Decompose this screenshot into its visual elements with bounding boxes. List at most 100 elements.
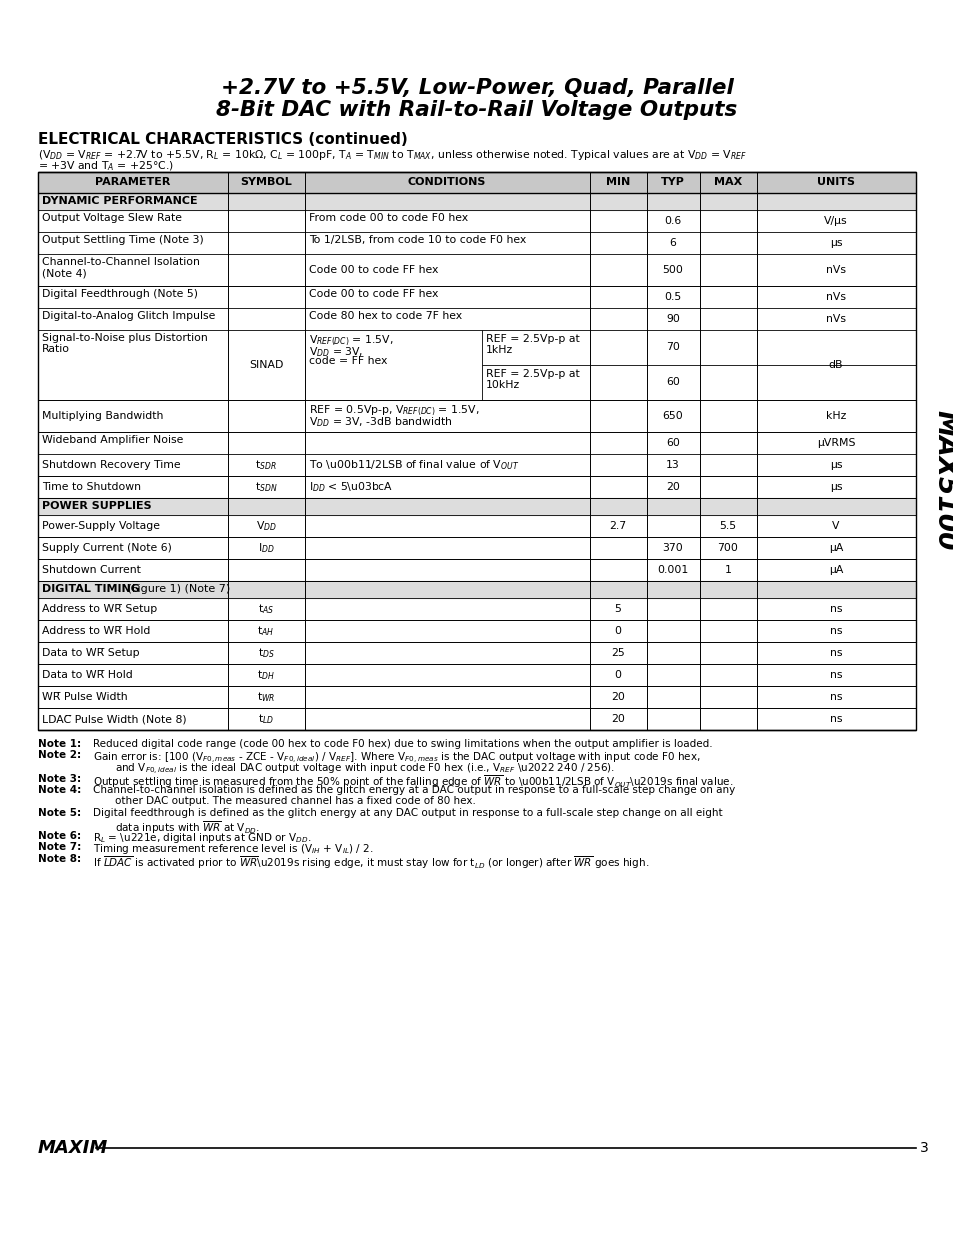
Text: t$_{WR}$: t$_{WR}$ — [256, 690, 275, 704]
Text: MAXIM: MAXIM — [38, 1139, 108, 1157]
Bar — [38, 498, 915, 515]
Text: Code 00 to code FF hex: Code 00 to code FF hex — [309, 289, 438, 299]
Text: nVs: nVs — [825, 291, 845, 303]
Text: ns: ns — [829, 692, 841, 701]
Text: Output Settling Time (Note 3): Output Settling Time (Note 3) — [42, 235, 204, 245]
Text: μA: μA — [828, 543, 842, 553]
Text: Wideband Amplifier Noise: Wideband Amplifier Noise — [42, 435, 183, 445]
Bar — [38, 172, 915, 193]
Text: DYNAMIC PERFORMANCE: DYNAMIC PERFORMANCE — [42, 196, 197, 206]
Text: 0.6: 0.6 — [663, 216, 680, 226]
Text: 370: 370 — [662, 543, 682, 553]
Text: Address to WR̅ Hold: Address to WR̅ Hold — [42, 626, 151, 636]
Text: nVs: nVs — [825, 314, 845, 324]
Text: Gain error is: [100 (V$_{F0,meas}$ - ZCE - V$_{F0,ideal}$) / V$_{REF}$]. Where V: Gain error is: [100 (V$_{F0,meas}$ - ZCE… — [92, 751, 700, 766]
Text: REF = 2.5Vp-p at: REF = 2.5Vp-p at — [485, 369, 579, 379]
Text: MAX5100: MAX5100 — [930, 410, 953, 551]
Text: If $\overline{LDAC}$ is activated prior to $\overline{WR}$\u2019s rising edge, i: If $\overline{LDAC}$ is activated prior … — [92, 853, 649, 871]
Text: Shutdown Current: Shutdown Current — [42, 564, 141, 576]
Text: 20: 20 — [611, 714, 624, 724]
Text: V/μs: V/μs — [823, 216, 847, 226]
Text: Supply Current (Note 6): Supply Current (Note 6) — [42, 543, 172, 553]
Text: R$_L$ = \u221e, digital inputs at GND or V$_{DD}$.: R$_L$ = \u221e, digital inputs at GND or… — [92, 831, 311, 845]
Text: WR̅ Pulse Width: WR̅ Pulse Width — [42, 692, 128, 701]
Text: MIN: MIN — [605, 177, 630, 186]
Text: μs: μs — [829, 459, 841, 471]
Text: POWER SUPPLIES: POWER SUPPLIES — [42, 501, 152, 511]
Text: (Note 4): (Note 4) — [42, 268, 87, 278]
Text: 10kHz: 10kHz — [485, 380, 519, 390]
Text: From code 00 to code F0 hex: From code 00 to code F0 hex — [309, 212, 468, 224]
Text: Address to WR̅ Setup: Address to WR̅ Setup — [42, 604, 157, 614]
Text: 2.7: 2.7 — [609, 521, 626, 531]
Bar — [38, 193, 915, 210]
Text: 500: 500 — [662, 266, 682, 275]
Text: (Figure 1) (Note 7): (Figure 1) (Note 7) — [124, 584, 230, 594]
Text: t$_{SDN}$: t$_{SDN}$ — [254, 480, 277, 494]
Bar — [38, 172, 915, 730]
Text: data inputs with $\overline{WR}$ at V$_{DD}$.: data inputs with $\overline{WR}$ at V$_{… — [115, 820, 259, 836]
Bar — [38, 580, 915, 598]
Text: t$_{DS}$: t$_{DS}$ — [257, 646, 274, 659]
Text: t$_{SDR}$: t$_{SDR}$ — [254, 458, 276, 472]
Text: kHz: kHz — [825, 411, 845, 421]
Text: 5.5: 5.5 — [719, 521, 736, 531]
Text: μA: μA — [828, 564, 842, 576]
Text: SINAD: SINAD — [249, 359, 283, 370]
Text: CONDITIONS: CONDITIONS — [407, 177, 486, 186]
Text: Output settling time is measured from the 50% point of the falling edge of $\ove: Output settling time is measured from th… — [92, 773, 733, 790]
Text: MAX: MAX — [713, 177, 741, 186]
Text: Note 1:: Note 1: — [38, 739, 81, 748]
Text: Channel-to-Channel Isolation: Channel-to-Channel Isolation — [42, 257, 200, 267]
Text: dB: dB — [828, 359, 842, 370]
Text: nVs: nVs — [825, 266, 845, 275]
Text: To \u00b11/2LSB of final value of V$_{OUT}$: To \u00b11/2LSB of final value of V$_{OU… — [309, 458, 518, 472]
Text: I$_{DD}$: I$_{DD}$ — [257, 541, 274, 555]
Text: Note 6:: Note 6: — [38, 831, 81, 841]
Text: 70: 70 — [665, 342, 679, 352]
Text: 6: 6 — [669, 238, 676, 248]
Text: 3: 3 — [919, 1141, 928, 1155]
Text: ns: ns — [829, 604, 841, 614]
Text: Time to Shutdown: Time to Shutdown — [42, 482, 141, 492]
Text: V$_{DD}$ = 3V, -3dB bandwidth: V$_{DD}$ = 3V, -3dB bandwidth — [309, 415, 453, 429]
Text: 0: 0 — [614, 626, 620, 636]
Text: I$_{DD}$ < 5\u03bcA: I$_{DD}$ < 5\u03bcA — [309, 480, 393, 494]
Text: other DAC output. The measured channel has a fixed code of 80 hex.: other DAC output. The measured channel h… — [115, 797, 476, 806]
Text: 25: 25 — [611, 648, 624, 658]
Text: V$_{DD}$: V$_{DD}$ — [255, 519, 276, 532]
Text: Reduced digital code range (code 00 hex to code F0 hex) due to swing limitations: Reduced digital code range (code 00 hex … — [92, 739, 712, 748]
Text: μs: μs — [829, 238, 841, 248]
Text: REF = 0.5Vp-p, V$_{REF(DC)}$ = 1.5V,: REF = 0.5Vp-p, V$_{REF(DC)}$ = 1.5V, — [309, 404, 479, 419]
Text: +2.7V to +5.5V, Low-Power, Quad, Parallel: +2.7V to +5.5V, Low-Power, Quad, Paralle… — [220, 78, 733, 98]
Text: TYP: TYP — [660, 177, 684, 186]
Text: Code 80 hex to code 7F hex: Code 80 hex to code 7F hex — [309, 311, 461, 321]
Text: PARAMETER: PARAMETER — [95, 177, 171, 186]
Text: Note 8:: Note 8: — [38, 853, 81, 864]
Text: ns: ns — [829, 648, 841, 658]
Text: Timing measurement reference level is (V$_{IH}$ + V$_{IL}$) / 2.: Timing measurement reference level is (V… — [92, 842, 374, 857]
Text: Shutdown Recovery Time: Shutdown Recovery Time — [42, 459, 180, 471]
Text: (V$_{DD}$ = V$_{REF}$ = +2.7V to +5.5V, R$_L$ = 10k$\Omega$, C$_L$ = 100pF, T$_A: (V$_{DD}$ = V$_{REF}$ = +2.7V to +5.5V, … — [38, 148, 746, 162]
Text: Note 7:: Note 7: — [38, 842, 81, 852]
Text: Code 00 to code FF hex: Code 00 to code FF hex — [309, 266, 438, 275]
Text: 60: 60 — [665, 377, 679, 387]
Text: ns: ns — [829, 671, 841, 680]
Text: 1: 1 — [723, 564, 731, 576]
Text: 8-Bit DAC with Rail-to-Rail Voltage Outputs: 8-Bit DAC with Rail-to-Rail Voltage Outp… — [216, 100, 737, 120]
Text: LDAC̅ Pulse Width (Note 8): LDAC̅ Pulse Width (Note 8) — [42, 714, 187, 724]
Text: V: V — [831, 521, 839, 531]
Text: UNITS: UNITS — [816, 177, 854, 186]
Text: DIGITAL TIMING: DIGITAL TIMING — [42, 584, 140, 594]
Text: 0.001: 0.001 — [657, 564, 688, 576]
Text: V$_{DD}$ = 3V,: V$_{DD}$ = 3V, — [309, 345, 363, 359]
Text: Note 3:: Note 3: — [38, 773, 81, 783]
Text: t$_{DH}$: t$_{DH}$ — [257, 668, 274, 682]
Text: SYMBOL: SYMBOL — [240, 177, 292, 186]
Text: 700: 700 — [717, 543, 738, 553]
Text: ns: ns — [829, 714, 841, 724]
Text: 0: 0 — [614, 671, 620, 680]
Text: Digital Feedthrough (Note 5): Digital Feedthrough (Note 5) — [42, 289, 198, 299]
Text: Channel-to-channel isolation is defined as the glitch energy at a DAC output in : Channel-to-channel isolation is defined … — [92, 785, 735, 795]
Text: Note 4:: Note 4: — [38, 785, 81, 795]
